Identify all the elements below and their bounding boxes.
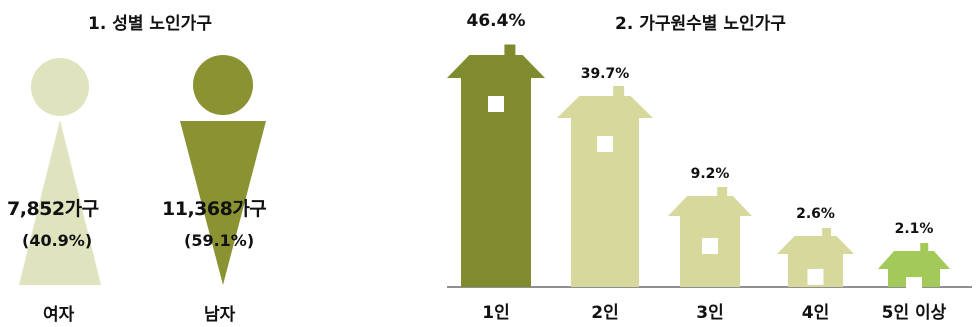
category-label-1: 1인 bbox=[482, 303, 509, 323]
male-head bbox=[193, 55, 253, 115]
female-count: 7,852가구 bbox=[7, 198, 99, 220]
house-roof bbox=[777, 236, 854, 254]
house-roof bbox=[557, 96, 653, 118]
house-window bbox=[702, 238, 718, 254]
household-section-title: 2. 가구원수별 노인가구 bbox=[615, 14, 786, 34]
male-count: 11,368가구 bbox=[162, 198, 267, 220]
male-label: 남자 bbox=[204, 305, 236, 325]
value-label-5: 2.1% bbox=[895, 221, 934, 237]
male-percent: (59.1%) bbox=[184, 231, 255, 250]
female-head bbox=[31, 58, 89, 116]
house-bar-3 bbox=[668, 187, 752, 287]
house-bar-1 bbox=[447, 44, 545, 287]
house-roof bbox=[668, 196, 752, 216]
house-roof bbox=[447, 55, 545, 78]
category-label-2: 2인 bbox=[591, 303, 618, 323]
value-label-4: 2.6% bbox=[796, 206, 835, 222]
house-window bbox=[807, 268, 824, 285]
female-label: 여자 bbox=[43, 305, 75, 325]
male-body bbox=[180, 121, 266, 285]
value-label-3: 9.2% bbox=[691, 166, 730, 182]
house-window bbox=[597, 136, 613, 152]
house-bar-4 bbox=[777, 228, 854, 287]
category-label-5: 5인 이상 bbox=[882, 303, 947, 323]
house-window bbox=[906, 277, 922, 294]
female-percent: (40.9%) bbox=[22, 231, 93, 250]
house-roof bbox=[878, 251, 950, 269]
house-bar-2 bbox=[557, 86, 653, 287]
gender-section-title: 1. 성별 노인가구 bbox=[88, 14, 212, 34]
female-body bbox=[19, 120, 101, 285]
value-label-2: 39.7% bbox=[581, 66, 630, 82]
house-window bbox=[488, 96, 504, 112]
value-label-1: 46.4% bbox=[467, 11, 526, 31]
category-label-4: 4인 bbox=[802, 303, 829, 323]
house-bar-5 bbox=[878, 243, 950, 294]
category-label-3: 3인 bbox=[696, 303, 723, 323]
